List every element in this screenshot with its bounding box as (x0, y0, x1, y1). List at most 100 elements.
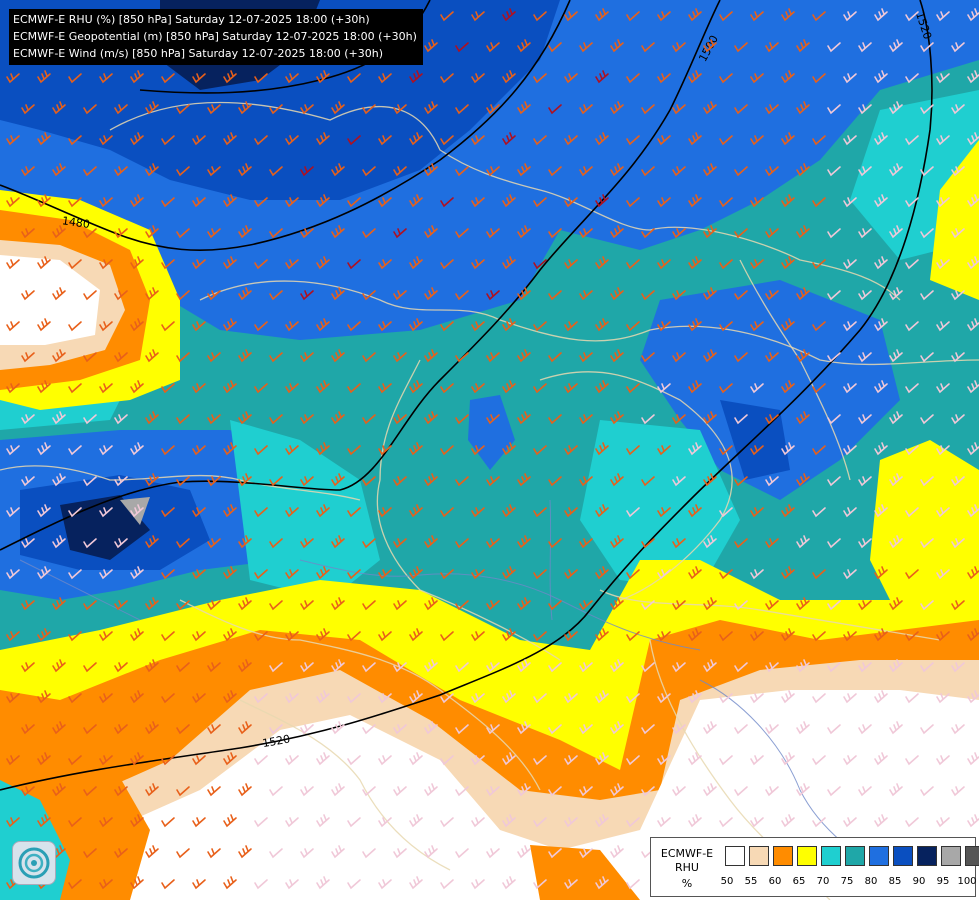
wind-barb (517, 845, 531, 859)
wind-barb (393, 662, 407, 673)
wind-barb (455, 600, 469, 611)
wind-barb (533, 383, 547, 394)
wind-barb (657, 259, 671, 270)
wind-barb (378, 755, 392, 766)
wind-barb (52, 473, 66, 487)
wind-barb (471, 507, 485, 518)
legend-swatch (941, 846, 961, 866)
wind-barb (827, 662, 841, 673)
wind-barb (192, 755, 206, 766)
wind-barb (6, 383, 20, 394)
wind-barb (843, 135, 857, 146)
wind-barb (750, 197, 764, 208)
wind-barb (967, 318, 979, 332)
wind-barb (207, 166, 221, 177)
wind-barb (657, 507, 671, 518)
wind-barb (99, 755, 113, 766)
wind-barb (843, 321, 857, 332)
wind-barb (874, 70, 888, 84)
wind-barb (269, 352, 283, 363)
wind-barb (812, 135, 826, 146)
wind-barb (533, 755, 547, 766)
wind-barb (207, 228, 221, 239)
wind-barb (874, 628, 888, 642)
wind-barb (223, 256, 237, 270)
wind-barb (951, 662, 965, 673)
wind-barb (440, 197, 454, 208)
legend-swatch (917, 846, 937, 866)
wind-barb (300, 476, 314, 487)
wind-barb (316, 194, 330, 208)
wind-barb (936, 507, 950, 518)
wind-barb (424, 535, 438, 549)
wind-barb (471, 321, 485, 332)
wind-barb (719, 755, 733, 766)
wind-barb (750, 755, 764, 766)
wind-barb (781, 752, 795, 766)
wind-barb (269, 724, 283, 735)
wind-barb (502, 380, 516, 394)
wind-barb (920, 538, 934, 549)
wind-barb (409, 132, 423, 146)
wind-barb (83, 600, 97, 611)
wind-barb (858, 724, 872, 735)
wind-barb (703, 163, 717, 177)
wind-barb (517, 39, 531, 53)
wind-barb (626, 507, 640, 518)
contour-1520 (0, 0, 933, 791)
wind-barb (874, 318, 888, 332)
wind-barb (254, 445, 268, 456)
wind-barb (533, 507, 547, 518)
wind-barb (223, 752, 237, 766)
wind-barbs (6, 8, 979, 890)
wind-barb (21, 476, 35, 487)
wind-barb (269, 166, 283, 177)
wind-barb (719, 445, 733, 456)
wind-barb (347, 569, 361, 580)
wind-barb (21, 724, 35, 735)
wind-barb (176, 724, 190, 735)
wind-barb (517, 101, 531, 115)
wind-barb (440, 879, 454, 890)
wind-barb (843, 445, 857, 456)
wind-barb (672, 228, 686, 239)
wind-barb (130, 380, 144, 394)
wind-barb (331, 101, 345, 115)
wind-barb (238, 101, 252, 115)
wind-barb (967, 70, 979, 84)
wind-barb (936, 383, 950, 394)
wind-barb (52, 163, 66, 177)
wind-barb (517, 473, 531, 487)
wind-barb (796, 225, 810, 239)
wind-barb (207, 600, 221, 611)
wind-barb (548, 42, 562, 53)
wind-barb (936, 755, 950, 766)
wind-barb (626, 197, 640, 208)
wind-barb (471, 135, 485, 146)
wind-barb (657, 755, 671, 766)
wind-barb (936, 11, 950, 22)
wind-barb (192, 73, 206, 84)
wind-barb (533, 321, 547, 332)
wind-barb (688, 256, 702, 270)
wind-barb (300, 414, 314, 425)
wind-barb (37, 318, 51, 332)
wind-barb (610, 411, 624, 425)
wind-barb (688, 752, 702, 766)
wind-barb (502, 628, 516, 642)
wind-barb (812, 569, 826, 580)
wind-barb (765, 662, 779, 673)
wind-barb (517, 287, 531, 301)
wind-barb (626, 631, 640, 642)
wind-barb (548, 414, 562, 425)
wind-barb (688, 70, 702, 84)
wind-barb (238, 225, 252, 239)
wind-barb (192, 569, 206, 580)
wind-barb (409, 566, 423, 580)
wind-barb (657, 321, 671, 332)
wind-barb (595, 380, 609, 394)
wind-barb (781, 70, 795, 84)
wind-barb (68, 755, 82, 766)
wind-barb (564, 197, 578, 208)
wind-barb (905, 321, 919, 332)
